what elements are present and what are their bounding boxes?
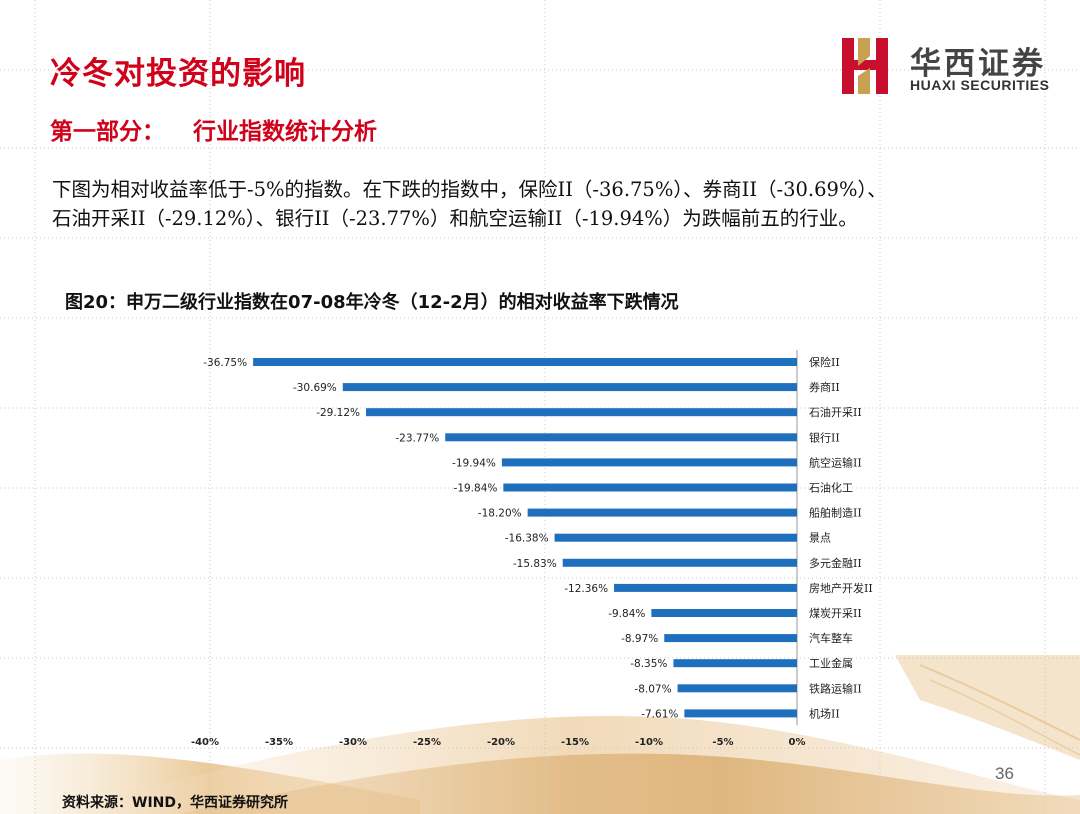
x-tick-label: 0% (789, 737, 806, 748)
description-line-1: 下图为相对收益率低于-5%的指数。在下跌的指数中，保险II（-36.75%）、券… (52, 178, 887, 201)
page-number: 36 (995, 764, 1014, 783)
subtitle-topic: 行业指数统计分析 (193, 118, 377, 145)
description-line-2: 石油开采II（-29.12%）、银行II（-23.77%）和航空运输II（-19… (52, 207, 858, 230)
data-label: -19.94% (452, 457, 496, 469)
x-tick-label: -35% (265, 737, 293, 748)
data-label: -8.97% (621, 633, 658, 645)
data-label: -18.20% (478, 508, 522, 520)
page-title: 冷冬对投资的影响 (50, 56, 306, 92)
category-label: 工业金属 (809, 656, 853, 670)
x-tick-label: -5% (712, 737, 733, 748)
bar (366, 408, 797, 417)
logo-name-en: HUAXI SECURITIES (910, 77, 1050, 93)
category-label: 券商II (809, 380, 840, 394)
bar (673, 659, 797, 668)
bar (342, 383, 797, 392)
x-tick-label: -15% (561, 737, 589, 748)
category-label: 石油开采II (809, 405, 862, 419)
category-label: 房地产开发II (809, 581, 873, 595)
data-label: -8.07% (634, 683, 671, 695)
data-label: -29.12% (316, 407, 360, 419)
x-tick-label: -30% (339, 737, 367, 748)
bar (503, 483, 797, 492)
bar (554, 533, 797, 542)
chart-title: 图20：申万二级行业指数在07-08年冷冬（12-2月）的相对收益率下跌情况 (65, 292, 679, 313)
bar (677, 684, 797, 693)
category-label: 汽车整车 (809, 631, 853, 645)
bar (253, 358, 798, 366)
bar (651, 609, 797, 617)
data-label: -23.77% (395, 432, 439, 444)
category-label: 航空运输II (809, 455, 862, 469)
source-note: 资料来源：WIND，华西证券研究所 (62, 795, 288, 811)
subtitle-part-label: 第一部分： (50, 118, 165, 145)
bar (562, 558, 797, 567)
data-label: -8.35% (630, 658, 667, 670)
category-label: 景点 (809, 532, 831, 545)
category-label: 机场II (809, 706, 840, 720)
data-label: -7.61% (641, 708, 678, 720)
data-label: -16.38% (505, 533, 549, 545)
bar (501, 458, 797, 467)
bar (527, 508, 797, 517)
category-label: 煤炭开采II (809, 607, 862, 620)
huaxi-logo-icon (842, 38, 888, 94)
category-label: 铁路运输II (809, 681, 862, 695)
logo-name-cn: 华西证券 (910, 46, 1046, 82)
data-label: -12.36% (564, 583, 608, 595)
section-subtitle: 第一部分： 行业指数统计分析 (50, 112, 377, 146)
category-label: 多元金融II (809, 556, 862, 570)
x-tick-label: -10% (635, 737, 663, 748)
data-label: -36.75% (203, 357, 247, 369)
data-label: -30.69% (293, 382, 337, 394)
bar (614, 583, 797, 592)
data-label: -15.83% (513, 558, 557, 570)
category-label: 保险II (809, 355, 840, 369)
bar (445, 433, 797, 442)
category-label: 石油化工 (809, 481, 853, 495)
data-label: -9.84% (608, 608, 645, 620)
x-tick-label: -20% (487, 737, 515, 748)
category-label: 银行II (809, 430, 840, 444)
x-tick-label: -40% (191, 737, 219, 748)
data-label: -19.84% (454, 483, 498, 495)
description-paragraph: 下图为相对收益率低于-5%的指数。在下跌的指数中，保险II（-36.75%）、券… (52, 175, 1072, 233)
bar (664, 634, 797, 643)
category-label: 船舶制造II (809, 506, 862, 520)
x-tick-label: -25% (413, 737, 441, 748)
bar (684, 709, 797, 718)
